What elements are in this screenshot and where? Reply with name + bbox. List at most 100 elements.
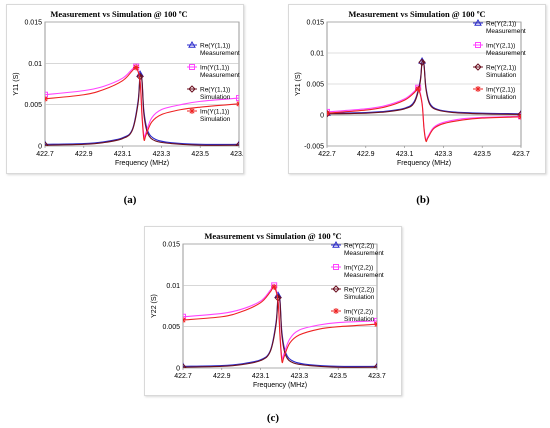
series-line [183,286,377,364]
chart-c: Measurement vs Simulation @ 100 ºC 0 0.005… [151,231,386,389]
caption-a: (a) [123,194,137,206]
legend-entry-name: Re(Y(2,1)) [486,21,516,28]
data-point-marker [183,313,186,320]
legend-entry-sub: Simulation [200,116,231,123]
series-line [45,66,239,142]
y-tick-label: 0.005 [24,102,42,109]
data-point-marker [236,100,239,107]
legend-marker [188,40,196,48]
legend-entry-name: Im(Y(2,2)) [344,309,373,316]
data-point-marker [415,85,422,92]
legend-entry-sub: Simulation [486,94,517,101]
data-point-marker [517,110,521,119]
x-tick-label: 423.1 [396,151,414,158]
x-tick-label: 422.7 [174,373,192,380]
legend-entry-name: Re(Y(1,1)) [200,43,230,50]
data-point-marker [183,317,186,324]
y-axis-label: Y11 (S) [13,72,20,95]
legend-marker [333,308,339,314]
legend-marker [474,63,482,71]
legend-entry-sub: Simulation [486,72,517,79]
legend-entry-name: Re(Y(2,2)) [344,287,374,294]
y-tick-label: -0.005 [304,144,324,151]
series-3 [45,64,239,142]
y-tick-label: 0.015 [306,20,324,27]
series-line [327,60,521,115]
x-tick-label: 423.1 [114,151,132,158]
x-axis-label: Frequency (MHz) [397,160,451,167]
legend-entry-name: Im(Y(2,2)) [344,265,373,272]
legend-entry-sub: Simulation [344,294,375,301]
legend-entry-sub: Measurement [200,50,240,57]
x-tick-label: 423.7 [230,151,243,158]
data-point-marker [183,363,187,368]
x-tick-label: 423.7 [512,151,530,158]
series-line [327,87,521,143]
legend-marker [189,108,195,114]
legend: Re(Y(2,2))MeasurementIm(Y(2,2))Measureme… [331,240,384,323]
legend-entry-name: Re(Y(1,1)) [200,87,230,94]
x-tick-label: 422.9 [213,373,231,380]
data-point-marker [327,110,330,117]
chart-panel-c: Measurement vs Simulation @ 100 ºC 0 0.005… [144,226,402,396]
chart-a: Measurement vs Simulation @ 100 ºC 0 0.005… [13,9,248,167]
caption-c: (c) [266,412,280,424]
chart-b: Measurement vs Simulation @ 100 ºC -0.005… [295,9,530,167]
chart-title: Measurement vs Simulation @ 100 ºC [50,9,187,19]
legend-entry-name: Im(Y(2,1)) [486,87,515,94]
data-point-marker [235,141,239,146]
x-tick-label: 422.7 [318,151,336,158]
y-tick-label: 0.005 [162,324,180,331]
x-tick-label: 423.7 [368,373,386,380]
data-point-marker [45,95,48,102]
data-point-marker [45,141,49,146]
data-point-marker [271,283,278,290]
legend-marker [475,42,481,48]
x-tick-label: 423.3 [291,373,309,380]
series-line [45,74,239,146]
legend-entry-sub: Measurement [486,28,526,35]
data-point-marker [133,64,140,71]
data-point-marker [373,363,377,368]
legend-entry-sub: Measurement [344,272,384,279]
data-point-marker [374,321,377,328]
x-tick-label: 423.3 [435,151,453,158]
legend-marker [332,285,340,293]
legend-entry-name: Im(Y(1,1)) [200,65,229,72]
x-tick-label: 422.7 [36,151,54,158]
y-axis-label: Y21 (S) [295,72,302,96]
series-3 [327,85,521,143]
x-tick-label: 423.1 [252,373,270,380]
x-tick-label: 423.3 [153,151,171,158]
legend-marker [333,264,339,270]
legend: Re(Y(2,1))MeasurementIm(Y(2,1))Measureme… [473,18,526,101]
data-point-marker [418,58,426,67]
x-tick-label: 423.5 [191,151,209,158]
chart-panel-b: Measurement vs Simulation @ 100 ºC -0.005… [288,4,546,174]
data-point-marker [45,91,48,98]
legend: Re(Y(1,1))MeasurementIm(Y(1,1))Measureme… [187,40,240,123]
y-tick-label: 0.01 [310,51,324,58]
chart-title: Measurement vs Simulation @ 100 ºC [204,231,341,241]
legend-marker [332,240,340,248]
data-point-marker [374,317,377,324]
legend-marker [188,85,196,93]
x-tick-label: 423.5 [329,373,347,380]
chart-title: Measurement vs Simulation @ 100 ºC [348,9,485,19]
y-tick-label: 0.015 [24,20,42,27]
chart-panel-a: Measurement vs Simulation @ 100 ºC 0 0.005… [6,4,248,174]
data-point-marker [518,113,521,120]
legend-entry-sub: Measurement [200,72,240,79]
legend-marker [189,64,195,70]
series-3 [183,283,377,364]
legend-entry-name: Re(Y(2,1)) [486,65,516,72]
x-tick-label: 422.9 [75,151,93,158]
x-tick-label: 422.9 [357,151,375,158]
legend-marker [474,18,482,26]
y-tick-label: 0 [176,366,180,373]
y-axis-label: Y22 (S) [151,294,158,318]
y-tick-label: 0.005 [306,82,324,89]
x-axis-label: Frequency (MHz) [253,382,307,389]
y-tick-label: 0.015 [162,242,180,249]
y-tick-label: 0.01 [166,283,180,290]
